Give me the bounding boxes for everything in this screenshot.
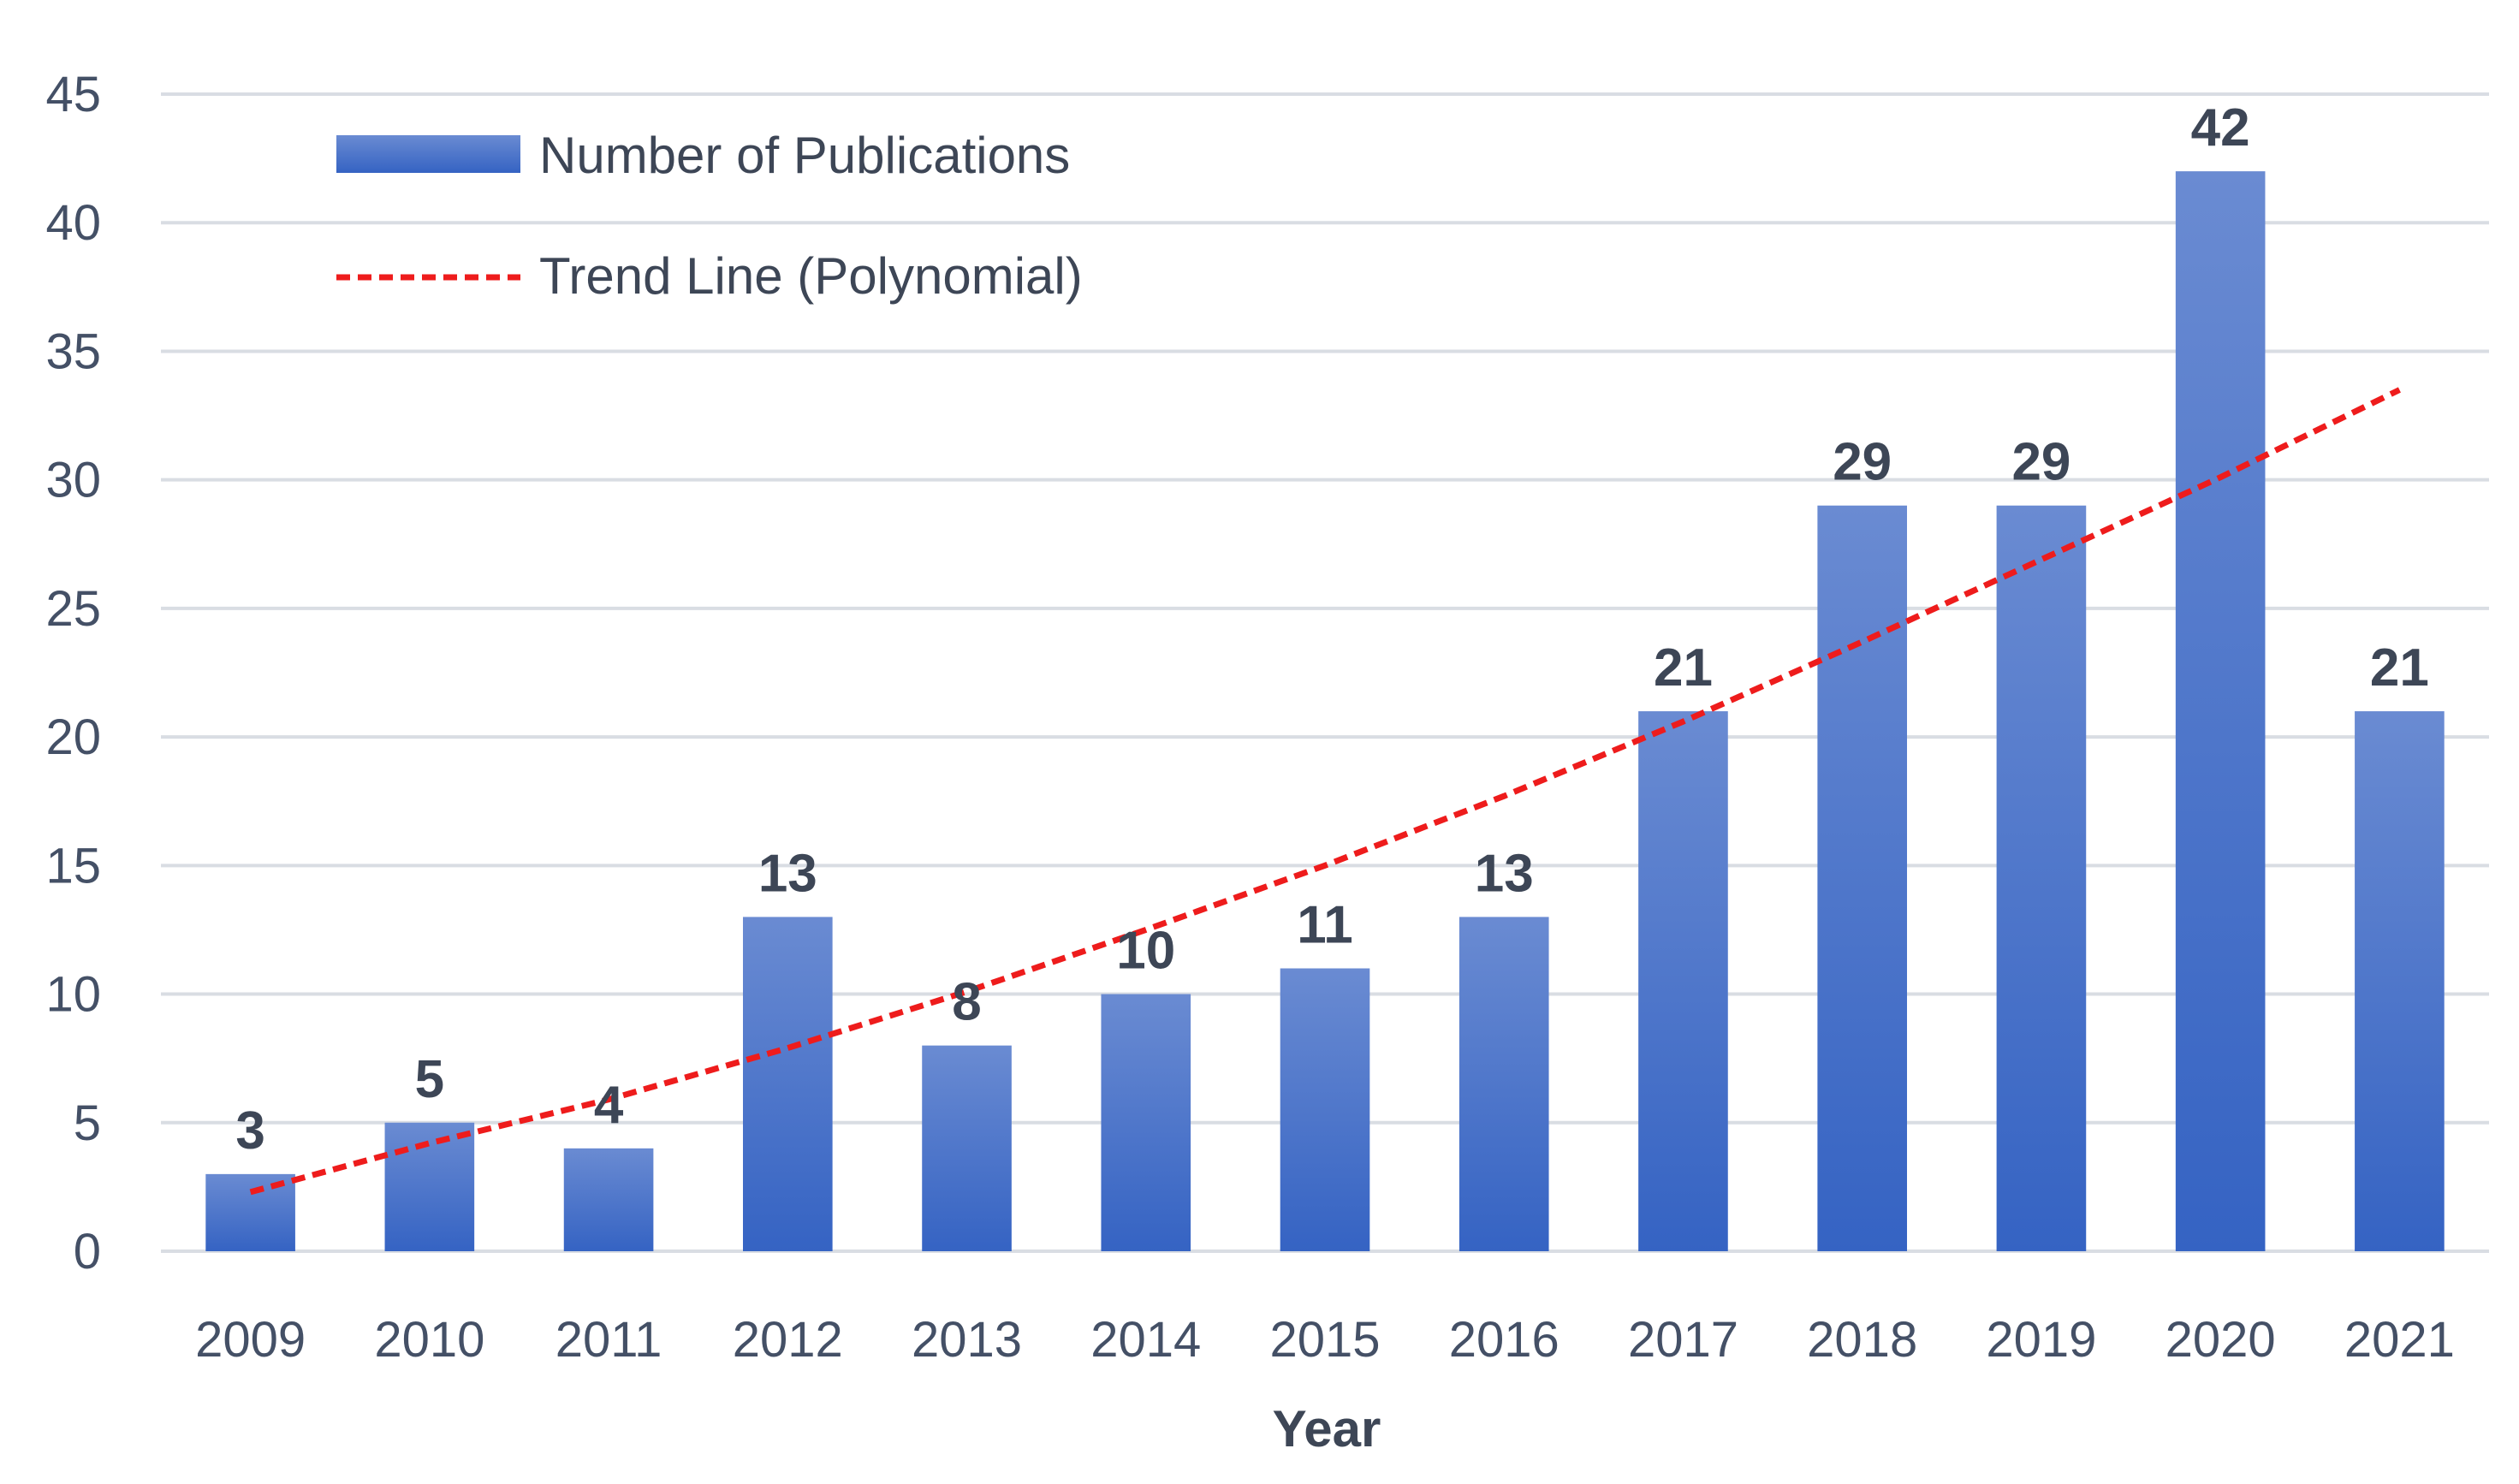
data-label: 42 <box>2191 98 2250 157</box>
y-tick-label: 45 <box>45 67 101 122</box>
x-tick-label: 2018 <box>1807 1312 1917 1368</box>
y-tick-label: 30 <box>45 453 101 508</box>
x-tick-label: 2011 <box>555 1312 662 1368</box>
data-labels: 3 5 4 13 8 10 11 13 21 29 29 42 21 <box>235 98 2428 1160</box>
data-label: 11 <box>1297 896 1353 955</box>
data-label: 8 <box>952 973 981 1032</box>
bar <box>922 1045 1012 1251</box>
x-tick-label: 2013 <box>912 1312 1022 1368</box>
x-tick-label: 2019 <box>1986 1312 2096 1368</box>
x-tick-label: 2016 <box>1449 1312 1560 1368</box>
x-tick-label: 2015 <box>1269 1312 1380 1368</box>
bar <box>2175 171 2266 1252</box>
bar <box>563 1148 654 1251</box>
bar <box>1101 994 1191 1251</box>
legend-bar-swatch <box>336 135 520 173</box>
bars <box>205 171 2445 1252</box>
data-label: 10 <box>1116 922 1175 981</box>
x-tick-label: 2020 <box>2166 1312 2276 1368</box>
y-tick-label: 25 <box>45 581 101 637</box>
data-label: 29 <box>1833 433 1892 492</box>
x-tick-label: 2017 <box>1628 1312 1738 1368</box>
bar <box>1638 711 1728 1251</box>
x-axis-title: Year <box>1273 1400 1381 1457</box>
x-tick-label: 2021 <box>2344 1312 2455 1368</box>
x-tick-label: 2014 <box>1090 1312 1201 1368</box>
y-tick-label: 5 <box>74 1095 101 1151</box>
legend-label-trend: Trend Line (Polynomial) <box>539 247 1083 305</box>
bar <box>1280 968 1370 1251</box>
bar <box>2355 711 2445 1251</box>
data-label: 5 <box>415 1050 444 1109</box>
y-tick-label: 20 <box>45 709 101 765</box>
bar <box>1459 917 1549 1251</box>
data-label: 21 <box>1654 638 1713 697</box>
data-label: 29 <box>2011 433 2070 492</box>
bar <box>1996 505 2087 1251</box>
y-tick-label: 40 <box>45 195 101 251</box>
data-label: 21 <box>2370 638 2429 697</box>
data-label: 3 <box>235 1101 264 1160</box>
bar <box>743 917 833 1251</box>
data-label: 4 <box>594 1076 624 1135</box>
y-tick-label: 0 <box>74 1224 101 1279</box>
y-tick-label: 10 <box>45 967 101 1023</box>
gridlines <box>161 92 2489 1253</box>
bar <box>384 1122 475 1251</box>
legend-label-publications: Number of Publications <box>539 127 1070 184</box>
y-tick-label: 15 <box>45 838 101 893</box>
x-tick-label: 2009 <box>195 1312 306 1368</box>
x-tick-label: 2010 <box>374 1312 484 1368</box>
y-tick-label: 35 <box>45 324 101 379</box>
trend-line-layer <box>249 387 2401 1196</box>
bar <box>1817 505 1907 1251</box>
trend-line <box>249 387 2401 1196</box>
data-label: 13 <box>1475 844 1534 903</box>
x-tick-label: 2012 <box>733 1312 843 1368</box>
legend: Number of Publications Trend Line (Polyn… <box>336 127 1083 305</box>
y-axis-ticks: 0 5 10 15 20 25 30 35 40 45 <box>45 67 101 1279</box>
x-axis-ticks: 2009 2010 2011 2012 2013 2014 2015 2016 2017 2018… <box>195 1312 2455 1368</box>
data-label: 13 <box>758 844 817 903</box>
